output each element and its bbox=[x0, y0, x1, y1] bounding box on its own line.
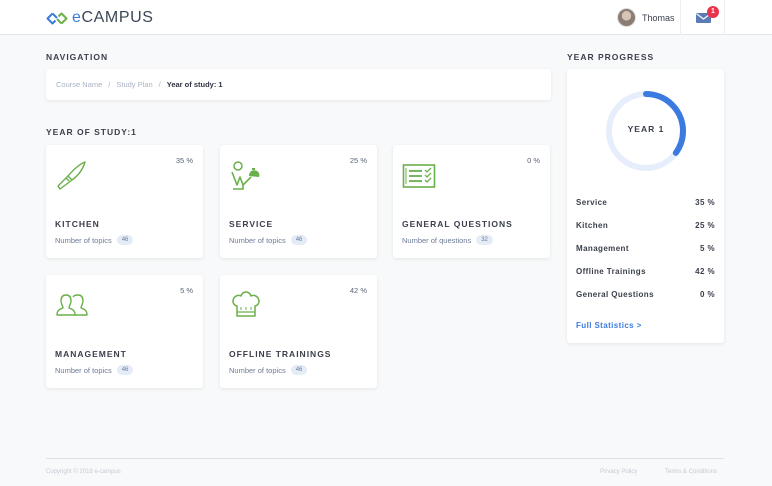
user-menu[interactable]: Thomas bbox=[617, 7, 675, 28]
stat-row-general-questions: General Questions 0 % bbox=[576, 290, 715, 299]
stat-name: Offline Trainings bbox=[576, 267, 646, 276]
logo[interactable]: eCAMPUS bbox=[46, 9, 154, 27]
terms-link[interactable]: Terms & Conditions bbox=[665, 469, 718, 475]
card-meta-label: Number of topics bbox=[229, 235, 286, 245]
checklist-icon bbox=[402, 164, 436, 188]
card-meta: Number of topics 46 bbox=[229, 235, 308, 245]
stat-value: 5 % bbox=[700, 244, 715, 253]
stat-value: 35 % bbox=[695, 198, 715, 207]
card-percent: 42 % bbox=[349, 286, 367, 295]
year-progress-title: YEAR PROGRESS bbox=[567, 52, 655, 62]
count-badge: 46 bbox=[116, 365, 134, 375]
stat-name: Service bbox=[576, 198, 608, 207]
stat-value: 25 % bbox=[695, 221, 715, 230]
card-title: OFFLINE TRAININGS bbox=[229, 349, 332, 359]
stat-row-service: Service 35 % bbox=[576, 198, 715, 207]
breadcrumb-current: Year of study: 1 bbox=[166, 80, 223, 89]
stat-row-offline-trainings: Offline Trainings 42 % bbox=[576, 267, 715, 276]
waiter-icon bbox=[231, 161, 260, 190]
progress-ring bbox=[606, 91, 686, 171]
notification-badge: 1 bbox=[707, 6, 719, 18]
stat-name: Management bbox=[576, 244, 629, 253]
users-icon bbox=[56, 294, 88, 316]
breadcrumb-study-plan[interactable]: Study Plan bbox=[116, 80, 153, 89]
year-progress-panel: YEAR 1 Service 35 % Kitchen 25 % Managem… bbox=[567, 69, 724, 343]
footer-divider bbox=[46, 458, 724, 459]
card-meta-label: Number of questions bbox=[402, 235, 472, 245]
card-management[interactable]: 5 % MANAGEMENT Number of topics 46 bbox=[46, 275, 203, 388]
privacy-policy-link[interactable]: Privacy Policy bbox=[600, 469, 638, 475]
stat-value: 0 % bbox=[700, 290, 715, 299]
logo-text: eCAMPUS bbox=[72, 9, 154, 27]
card-percent: 0 % bbox=[527, 156, 540, 165]
card-title: KITCHEN bbox=[55, 219, 100, 229]
card-title: SERVICE bbox=[229, 219, 274, 229]
breadcrumb: Course Name / Study Plan / Year of study… bbox=[46, 69, 551, 100]
stat-name: General Questions bbox=[576, 290, 654, 299]
header-divider bbox=[680, 0, 681, 35]
navigation-title: NAVIGATION bbox=[46, 52, 109, 62]
card-service[interactable]: 25 % SERVICE Number of topics 46 bbox=[220, 145, 377, 258]
card-meta: Number of questions 32 bbox=[402, 235, 493, 245]
top-bar: eCAMPUS Thomas 1 bbox=[0, 0, 772, 35]
card-meta: Number of topics 46 bbox=[229, 365, 308, 375]
avatar bbox=[617, 8, 636, 27]
user-name: Thomas bbox=[642, 12, 675, 23]
card-percent: 5 % bbox=[180, 286, 193, 295]
full-statistics-link[interactable]: Full Statistics > bbox=[576, 321, 642, 330]
card-meta: Number of topics 46 bbox=[55, 235, 134, 245]
count-badge: 46 bbox=[290, 235, 308, 245]
card-meta-label: Number of topics bbox=[55, 365, 112, 375]
header-divider bbox=[724, 0, 725, 35]
stat-row-management: Management 5 % bbox=[576, 244, 715, 253]
card-percent: 35 % bbox=[175, 156, 193, 165]
ring-label: YEAR 1 bbox=[627, 124, 665, 134]
stat-value: 42 % bbox=[695, 267, 715, 276]
stat-row-kitchen: Kitchen 25 % bbox=[576, 221, 715, 230]
breadcrumb-course-name[interactable]: Course Name bbox=[56, 80, 103, 89]
count-badge: 46 bbox=[116, 235, 134, 245]
logo-prefix: e bbox=[72, 9, 82, 26]
card-percent: 25 % bbox=[349, 156, 367, 165]
count-badge: 32 bbox=[476, 235, 493, 245]
card-meta-label: Number of topics bbox=[229, 365, 286, 375]
chef-hat-icon bbox=[232, 291, 260, 317]
logo-word: CAMPUS bbox=[81, 9, 154, 26]
card-meta: Number of topics 46 bbox=[55, 365, 134, 375]
stat-name: Kitchen bbox=[576, 221, 609, 230]
card-title: GENERAL QUESTIONS bbox=[402, 219, 513, 229]
knife-icon bbox=[57, 161, 86, 190]
breadcrumb-separator: / bbox=[108, 80, 111, 89]
year-of-study-title: YEAR OF STUDY:1 bbox=[46, 127, 137, 137]
breadcrumb-separator: / bbox=[158, 80, 161, 89]
card-offline-trainings[interactable]: 42 % OFFLINE TRAININGS Number of topics … bbox=[220, 275, 377, 388]
card-title: MANAGEMENT bbox=[55, 349, 127, 359]
copyright: Copyright © 2018 e-campus bbox=[46, 469, 121, 475]
card-general-questions[interactable]: 0 % GENERAL QUESTIONS Number of question… bbox=[393, 145, 550, 258]
count-badge: 46 bbox=[290, 365, 308, 375]
card-kitchen[interactable]: 35 % KITCHEN Number of topics 46 bbox=[46, 145, 203, 258]
logo-icon bbox=[46, 12, 68, 24]
card-meta-label: Number of topics bbox=[55, 235, 112, 245]
